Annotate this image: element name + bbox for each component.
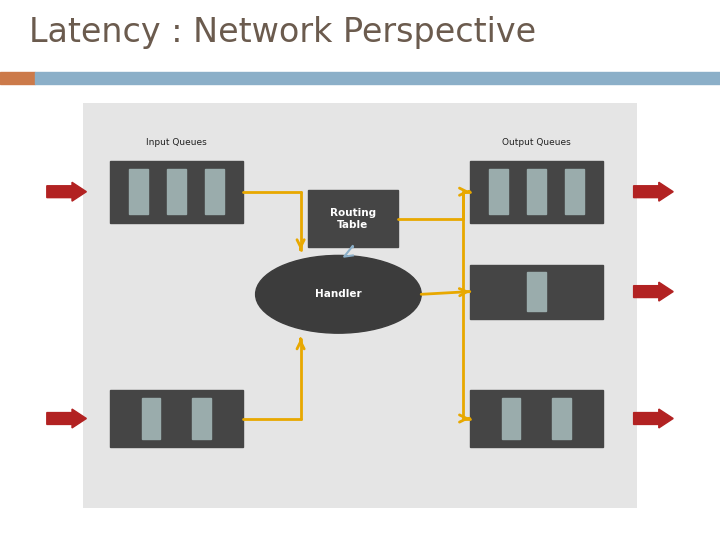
Bar xyxy=(489,170,508,214)
Bar xyxy=(205,170,224,214)
FancyArrow shape xyxy=(47,183,86,201)
FancyArrow shape xyxy=(634,282,673,301)
Bar xyxy=(129,170,148,214)
Bar xyxy=(83,103,637,508)
Bar xyxy=(502,398,521,439)
Bar xyxy=(527,272,546,311)
Bar xyxy=(565,170,584,214)
Bar xyxy=(527,170,546,214)
Text: Latency : Network Perspective: Latency : Network Perspective xyxy=(29,16,536,49)
Ellipse shape xyxy=(256,255,421,333)
FancyArrow shape xyxy=(634,409,673,428)
Bar xyxy=(109,390,243,447)
Bar xyxy=(469,265,603,319)
Bar xyxy=(142,398,161,439)
Bar xyxy=(109,160,243,222)
FancyArrow shape xyxy=(634,183,673,201)
Bar xyxy=(552,398,571,439)
Text: Input Queues: Input Queues xyxy=(146,138,207,147)
Text: Handler: Handler xyxy=(315,289,361,299)
Bar xyxy=(167,170,186,214)
Bar xyxy=(192,398,211,439)
Bar xyxy=(308,191,397,247)
Bar xyxy=(469,160,603,222)
Text: Routing
Table: Routing Table xyxy=(330,208,376,230)
FancyArrow shape xyxy=(47,409,86,428)
Bar xyxy=(469,390,603,447)
Bar xyxy=(0,72,35,84)
Bar xyxy=(35,72,720,84)
Text: Output Queues: Output Queues xyxy=(502,138,571,147)
